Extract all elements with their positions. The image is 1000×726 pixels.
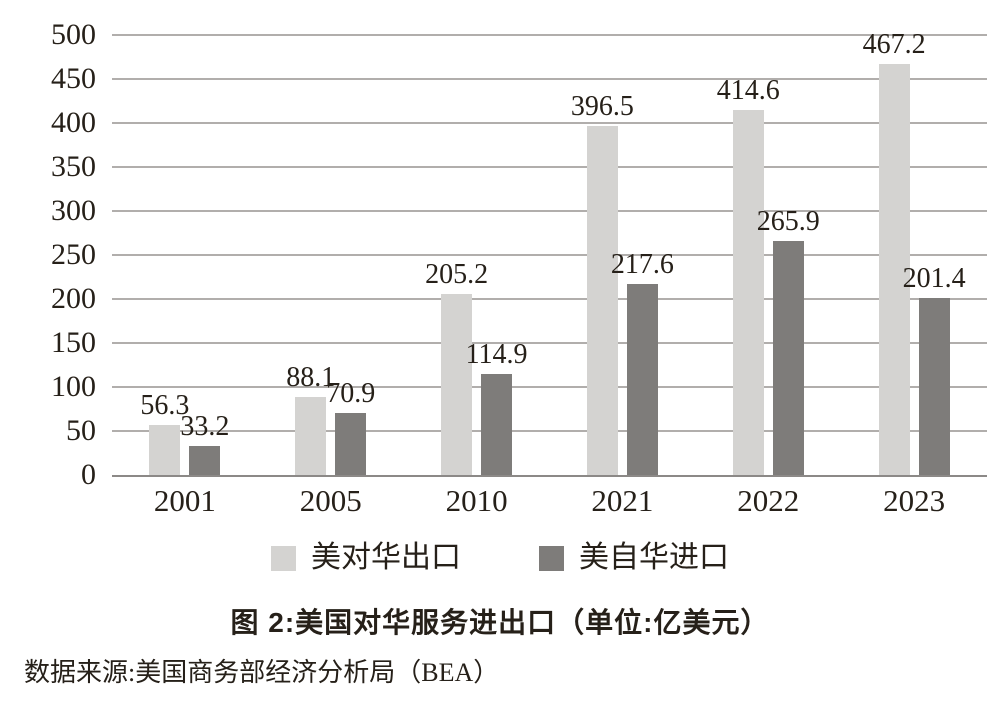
chart-legend: 美对华出口 美自华进口 [0,540,1000,576]
gridline [112,386,987,388]
bar-value-label: 33.2 [180,410,230,442]
gridline [112,342,987,344]
bar-value-label: 114.9 [465,338,528,370]
legend-swatch-icon [271,545,296,571]
legend-label: 美自华进口 [579,541,729,574]
legend-label: 美对华出口 [311,541,461,574]
bar-us-exports-to-china [441,294,473,475]
bar-us-imports-from-china [481,373,513,475]
gridline [112,298,987,300]
bar-value-label: 201.4 [902,262,966,294]
bar-us-exports-to-china [732,110,764,475]
figure-caption: 图 2:美国对华服务进出口（单位:亿美元） [230,607,770,638]
gridline [112,122,987,124]
y-tick-label: 300 [51,194,96,227]
gridline [112,34,987,36]
bar-us-imports-from-china [918,297,950,475]
gridline [112,78,987,80]
bar-value-label: 56.3 [140,390,190,422]
y-tick-label: 200 [51,282,96,315]
x-axis-label: 2005 [299,483,362,518]
bar-value-label: 70.9 [326,377,376,409]
legend-item-imports: 美自华进口 [539,540,729,576]
gridline [112,166,987,168]
bar-us-imports-from-china [772,241,804,475]
y-tick-label: 50 [66,414,96,447]
bar-us-imports-from-china [189,445,221,475]
y-tick-label: 250 [51,238,96,271]
bar-value-label: 217.6 [610,248,674,280]
x-axis-label: 2022 [737,483,800,518]
x-axis-label: 2001 [153,483,216,518]
x-axis-label: 2023 [883,483,946,518]
y-tick-label: 0 [81,458,96,491]
legend-swatch-icon [539,545,564,571]
bar-value-label: 414.6 [716,75,780,107]
y-tick-label: 500 [51,18,96,51]
data-source-note: 数据来源:美国商务部经济分析局（BEA） [24,658,500,687]
legend-item-exports: 美对华出口 [271,540,461,576]
bar-us-exports-to-china [586,126,618,475]
gridline [112,254,987,256]
x-axis-label: 2021 [591,483,654,518]
bar-us-imports-from-china [335,412,367,475]
x-axis-labels: 2001 2005 2010 2021 2022 2023 [112,483,987,525]
bar-value-label: 467.2 [862,28,926,60]
y-tick-label: 350 [51,150,96,183]
x-axis-label: 2010 [445,483,508,518]
services-trade-bar-chart: 0 50 100 150 200 250 300 350 400 450 500 56.3 33.2 8… [0,18,987,525]
bar-value-label: 205.2 [425,259,489,291]
bar-value-label: 88.1 [286,362,336,394]
bar-us-exports-to-china [149,425,181,475]
y-tick-label: 100 [51,370,96,403]
y-tick-label: 450 [51,62,96,95]
plot-area: 56.3 33.2 88.1 70.9 205.2 114.9 396.5 217.6 414.… [112,29,987,477]
bar-us-exports-to-china [295,397,327,475]
bar-value-label: 265.9 [756,206,820,238]
bar-us-exports-to-china [878,63,910,475]
y-axis-tick-labels: 0 50 100 150 200 250 300 350 400 450 500 [0,18,96,491]
y-tick-label: 150 [51,326,96,359]
gridline [112,430,987,432]
gridline [112,210,987,212]
bar-us-imports-from-china [626,283,658,475]
y-tick-label: 400 [51,106,96,139]
bar-value-label: 396.5 [570,91,634,123]
